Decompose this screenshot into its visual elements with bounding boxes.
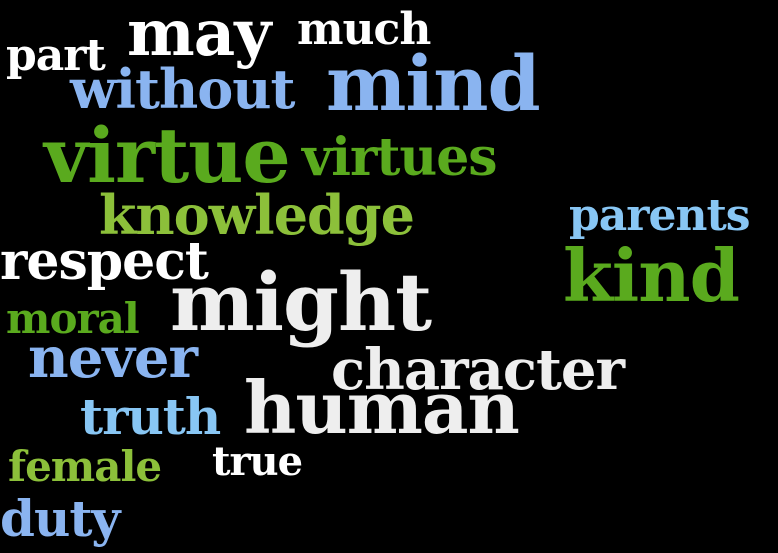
word-knowledge: knowledge	[99, 183, 415, 247]
word-character: character	[331, 337, 625, 403]
word-without: without	[70, 57, 295, 121]
word-never: never	[28, 325, 198, 391]
word-parents: parents	[569, 190, 751, 241]
word-true: true	[212, 438, 303, 485]
word-respect: respect	[0, 231, 209, 292]
word-mind: mind	[326, 39, 541, 128]
word-kind: kind	[563, 233, 740, 318]
word-female: female	[8, 442, 162, 491]
word-human: human	[244, 365, 520, 450]
word-duty: duty	[0, 489, 120, 548]
word-may: may	[127, 0, 271, 71]
word-virtues: virtues	[302, 127, 498, 188]
word-part: part	[6, 30, 106, 81]
word-much: much	[297, 4, 431, 55]
word-might: might	[170, 255, 432, 349]
word-moral: moral	[6, 294, 140, 343]
word-truth: truth	[80, 387, 221, 446]
word-virtue: virtue	[44, 111, 291, 200]
